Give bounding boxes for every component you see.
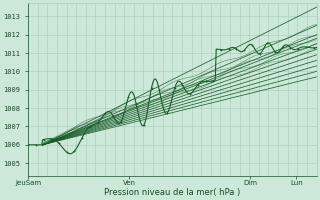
X-axis label: Pression niveau de la mer( hPa ): Pression niveau de la mer( hPa ) [104, 188, 240, 197]
